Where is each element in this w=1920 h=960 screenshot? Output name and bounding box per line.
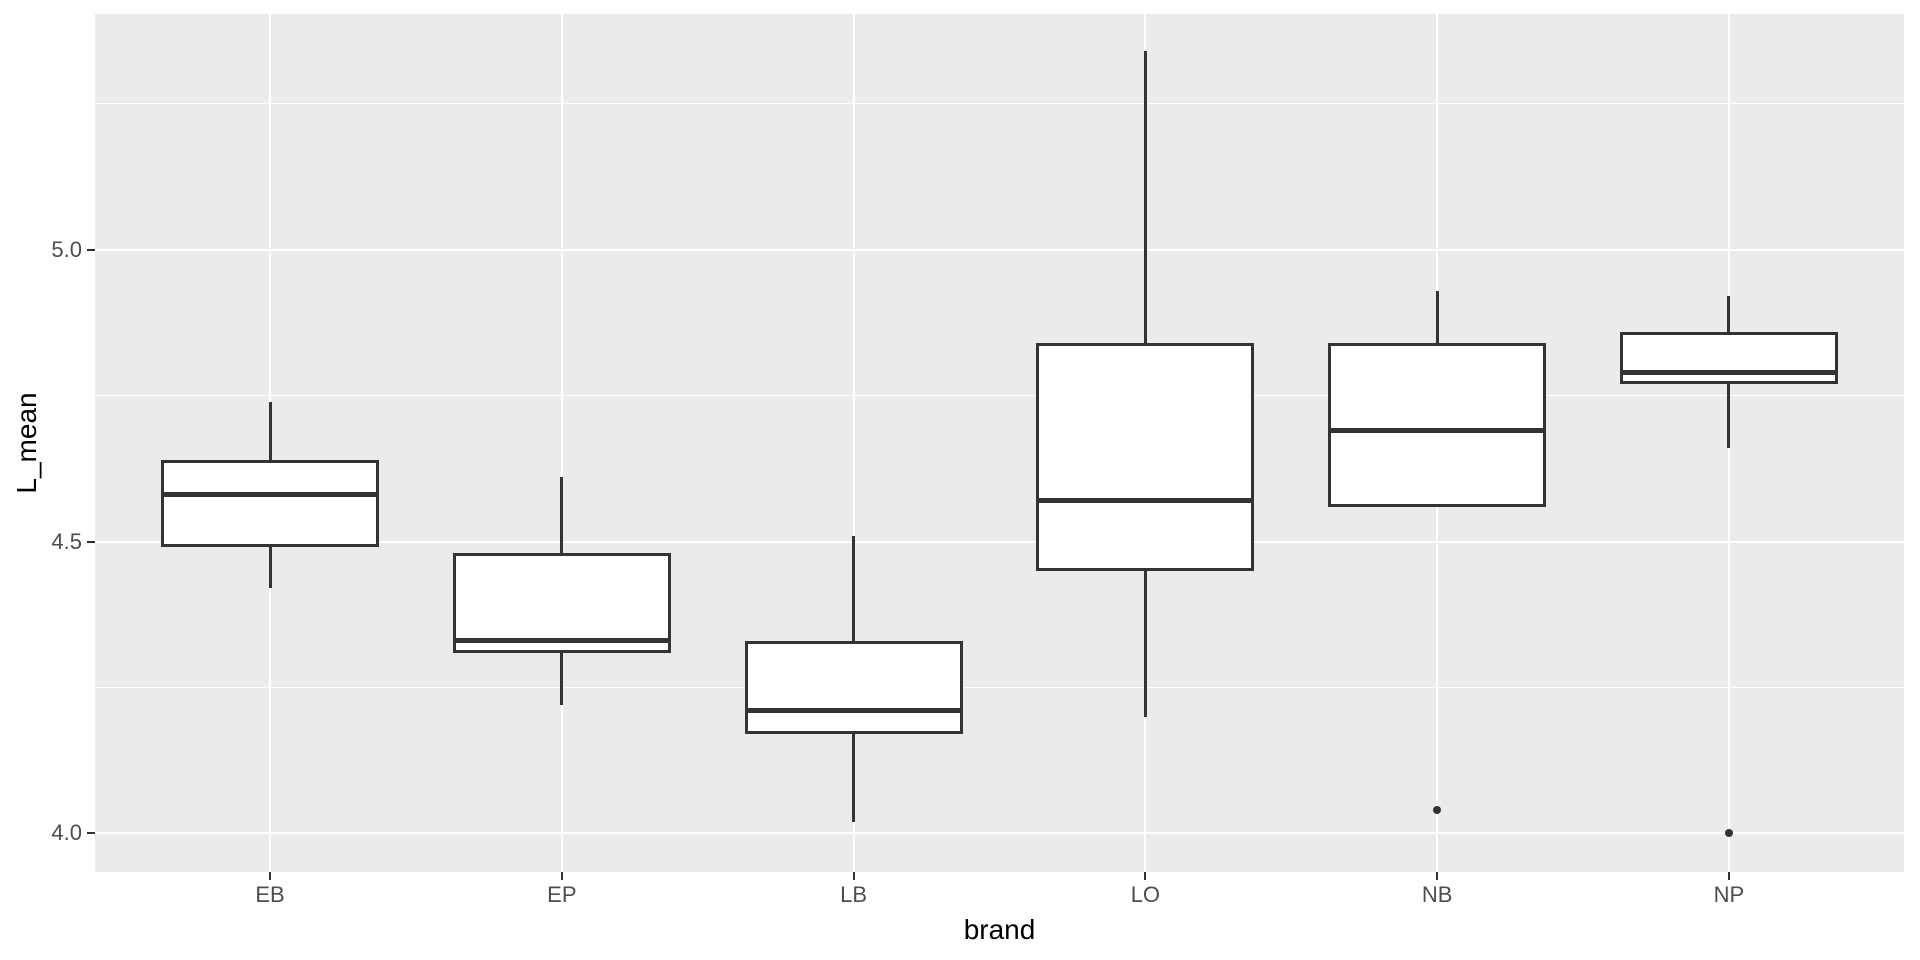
iqr-box [1619, 331, 1838, 385]
x-tick-label: EP [547, 882, 577, 907]
lower-whisker [1143, 570, 1147, 717]
upper-whisker [1435, 290, 1439, 344]
iqr-box [744, 640, 963, 735]
outlier-point [1724, 829, 1733, 838]
median-line [452, 638, 671, 644]
upper-whisker [1143, 51, 1147, 344]
iqr-box [161, 459, 380, 548]
x-tick-label: EB [255, 882, 285, 907]
y-tick-mark [87, 248, 95, 251]
x-tick-mark [1144, 872, 1147, 880]
gridline-minor-y [95, 687, 1904, 689]
y-tick-label: 4.5 [51, 528, 82, 554]
gridline-major-y [95, 540, 1904, 543]
lower-whisker [560, 652, 564, 706]
median-line [744, 708, 963, 714]
y-tick-mark [87, 540, 95, 543]
gridline-major-x [852, 14, 855, 872]
gridline-major-x [560, 14, 563, 872]
x-tick-mark [1436, 872, 1439, 880]
x-tick-mark [560, 872, 563, 880]
median-line [1036, 498, 1255, 504]
x-tick-label: LB [840, 882, 868, 907]
y-axis-title: L_mean [11, 392, 42, 494]
y-tick-label: 4.0 [51, 820, 82, 846]
x-tick-label: NP [1713, 882, 1745, 907]
upper-whisker [268, 401, 272, 460]
x-tick-label: NB [1421, 882, 1453, 907]
outlier-point [1433, 806, 1442, 815]
x-tick-label: LO [1130, 882, 1161, 907]
gridline-major-y [95, 248, 1904, 251]
upper-whisker [852, 535, 856, 641]
plot-panel [95, 14, 1904, 872]
x-tick-mark [852, 872, 855, 880]
y-tick-mark [87, 832, 95, 835]
iqr-box [1036, 343, 1255, 571]
median-line [1619, 369, 1838, 375]
lower-whisker [268, 547, 272, 589]
gridline-minor-y [95, 103, 1904, 105]
upper-whisker [1727, 296, 1731, 332]
y-tick-label: 5.0 [51, 236, 82, 262]
iqr-box [1328, 343, 1547, 507]
x-axis-title: brand [963, 914, 1036, 945]
upper-whisker [560, 477, 564, 554]
lower-whisker [852, 734, 856, 822]
gridline-major-y [95, 832, 1904, 835]
x-tick-mark [269, 872, 272, 880]
x-tick-mark [1727, 872, 1730, 880]
median-line [1328, 428, 1547, 434]
median-line [161, 492, 380, 498]
gridline-minor-y [95, 395, 1904, 397]
iqr-box [452, 553, 671, 653]
lower-whisker [1727, 384, 1731, 449]
